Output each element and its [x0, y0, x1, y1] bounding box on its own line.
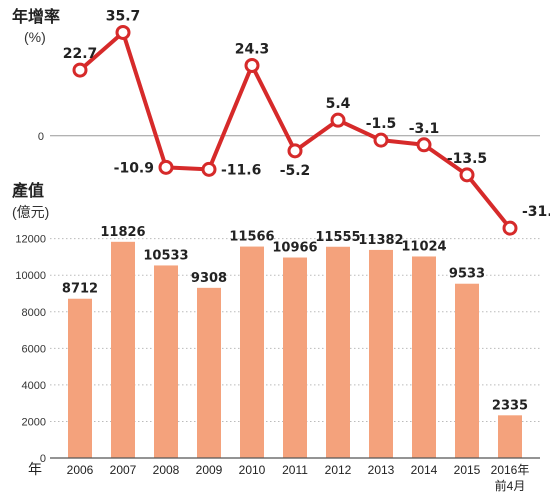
- bar-value-label: 10533: [143, 248, 188, 263]
- line-point-2006: [72, 62, 88, 78]
- x-axis-ticks: 2006 2007 2008 2009 2010 2011 2012 2013 2014 2015…: [67, 463, 530, 493]
- bar-2014: [412, 256, 436, 458]
- x-tick-label: 2012: [325, 463, 352, 477]
- bar-series: [68, 241, 522, 458]
- line-point-2013: [373, 132, 389, 148]
- line-point-2015: [459, 167, 475, 183]
- line-y-tick-label: 0: [38, 131, 44, 143]
- bar-value-label: 11555: [315, 230, 360, 245]
- bar-y-tick-label: 0: [40, 453, 46, 465]
- bar-2006: [68, 298, 92, 458]
- line-point-2016年前4月: [502, 220, 518, 236]
- line-series: [78, 30, 512, 230]
- line-point-2014: [416, 137, 432, 153]
- bar-2010: [240, 246, 264, 458]
- x-tick-label: 2016年: [491, 463, 530, 477]
- bar-value-label: 8712: [62, 282, 98, 297]
- bar-value-label: 9533: [449, 267, 485, 282]
- bar-2015: [455, 283, 479, 458]
- bar-chart-title: 產值: [12, 181, 44, 200]
- bar-2008: [154, 265, 178, 458]
- line-data-labels: 22.7 35.7 -10.9 -11.6 24.3 -5.2 5.4 -1.5 -3.1 -13…: [63, 8, 550, 220]
- x-tick-label: 2009: [196, 463, 223, 477]
- line-value-label: 35.7: [106, 8, 141, 24]
- line-value-label: -31.9: [522, 204, 550, 220]
- bar-value-label: 11382: [358, 233, 403, 248]
- bar-2012: [326, 246, 350, 458]
- bar-2016年前4月: [498, 415, 522, 458]
- line-markers: [72, 24, 518, 236]
- bar-value-label: 11826: [100, 225, 145, 240]
- bar-y-axis: 0 2000 4000 6000 8000 10000 12000: [15, 234, 46, 465]
- line-chart-unit: (%): [24, 29, 46, 45]
- bar-2013: [369, 249, 393, 458]
- line-value-label: -3.1: [409, 121, 440, 137]
- x-tick-label: 2011: [282, 463, 308, 477]
- bar-y-tick-label: 10000: [15, 270, 46, 282]
- line-zero-axis: 0: [38, 131, 540, 143]
- x-tick-label: 2014: [411, 463, 438, 477]
- growth-rate-line: [78, 30, 512, 230]
- x-tick-label: 2013: [368, 463, 395, 477]
- bar-y-tick-label: 12000: [15, 234, 46, 246]
- line-value-label: -1.5: [366, 116, 397, 132]
- line-point-2009: [201, 161, 217, 177]
- bar-chart-unit: (億元): [12, 204, 49, 220]
- bar-y-tick-label: 6000: [22, 343, 46, 355]
- x-tick-label: 2008: [153, 463, 180, 477]
- bar-value-label: 10966: [272, 241, 317, 256]
- line-value-label: -5.2: [280, 163, 311, 179]
- bar-value-label: 9308: [191, 271, 227, 286]
- bar-y-tick-label: 2000: [22, 416, 46, 428]
- line-value-label: 5.4: [326, 96, 351, 112]
- x-axis-unit: 年: [28, 461, 42, 477]
- bar-value-label: 11024: [401, 239, 446, 254]
- line-point-2011: [287, 143, 303, 159]
- line-value-label: -13.5: [447, 151, 487, 167]
- bar-y-tick-label: 4000: [22, 380, 46, 392]
- line-point-2008: [158, 159, 174, 175]
- line-point-2010: [244, 57, 260, 73]
- line-point-2007: [115, 24, 131, 40]
- x-tick-label: 2010: [239, 463, 266, 477]
- line-chart-title: 年增率: [12, 7, 60, 26]
- bar-value-label: 11566: [229, 230, 274, 245]
- x-tick-sublabel: 前4月: [495, 478, 526, 493]
- x-tick-label: 2006: [67, 463, 94, 477]
- x-tick-label: 2007: [110, 463, 137, 477]
- line-value-label: -10.9: [114, 160, 154, 176]
- bar-value-label: 2335: [492, 398, 528, 413]
- line-value-label: -11.6: [221, 162, 261, 178]
- bar-2009: [197, 287, 221, 458]
- line-value-label: 22.7: [63, 46, 98, 62]
- bar-y-tick-label: 8000: [22, 307, 46, 319]
- x-tick-label: 2015: [454, 463, 481, 477]
- bar-2011: [283, 257, 307, 458]
- line-value-label: 24.3: [235, 41, 270, 57]
- bar-2007: [111, 241, 135, 458]
- line-point-2012: [330, 112, 346, 128]
